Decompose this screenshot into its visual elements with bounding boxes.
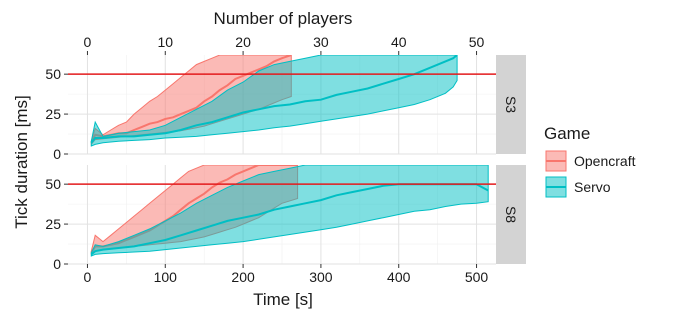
legend-label: Servo	[574, 179, 611, 195]
x2-tick-label: 30	[313, 34, 329, 50]
x2-tick-label: 0	[84, 34, 92, 50]
y-tick-label: 25	[45, 216, 61, 232]
facet-label: S3	[503, 96, 519, 113]
x-tick-label: 300	[309, 269, 333, 285]
x2-tick-label: 50	[469, 34, 485, 50]
panel-s3: 0 25 50 S3	[45, 55, 526, 162]
x2-axis: 0 10 20 30 40 50	[84, 34, 485, 55]
facet-label: S8	[503, 206, 519, 223]
y-tick-label: 25	[45, 106, 61, 122]
x-tick-label: 500	[465, 269, 489, 285]
x2-tick-label: 10	[157, 34, 173, 50]
y-axis-label: Tick duration [ms]	[12, 95, 31, 229]
x2-tick-label: 20	[235, 34, 251, 50]
x-tick-label: 400	[387, 269, 411, 285]
x-tick-label: 100	[154, 269, 178, 285]
x2-axis-label: Number of players	[214, 9, 353, 28]
panels: 0 25 50 S3 0 25 50 S8	[45, 55, 526, 272]
x-tick-label: 200	[231, 269, 255, 285]
legend-title: Game	[544, 124, 590, 143]
line-servo	[90, 55, 458, 144]
legend-items: Opencraft Servo	[545, 150, 636, 198]
x2-tick-label: 40	[391, 34, 407, 50]
y-tick-label: 50	[45, 176, 61, 192]
x-tick-label: 0	[84, 269, 92, 285]
y-tick-label: 0	[53, 256, 61, 272]
facet-strip	[496, 55, 526, 154]
series-group	[90, 55, 458, 147]
y-tick-label: 50	[45, 66, 61, 82]
panel-s8: 0 25 50 S8	[45, 165, 526, 272]
facet-strip	[496, 165, 526, 264]
x-axis: 0 100 200 300 400 500	[84, 264, 489, 285]
band-servo	[90, 55, 458, 147]
legend: Game Opencraft Servo	[544, 124, 636, 198]
y-tick-label: 0	[53, 146, 61, 162]
legend-label: Opencraft	[574, 153, 636, 169]
x-axis-label: Time [s]	[253, 290, 313, 309]
